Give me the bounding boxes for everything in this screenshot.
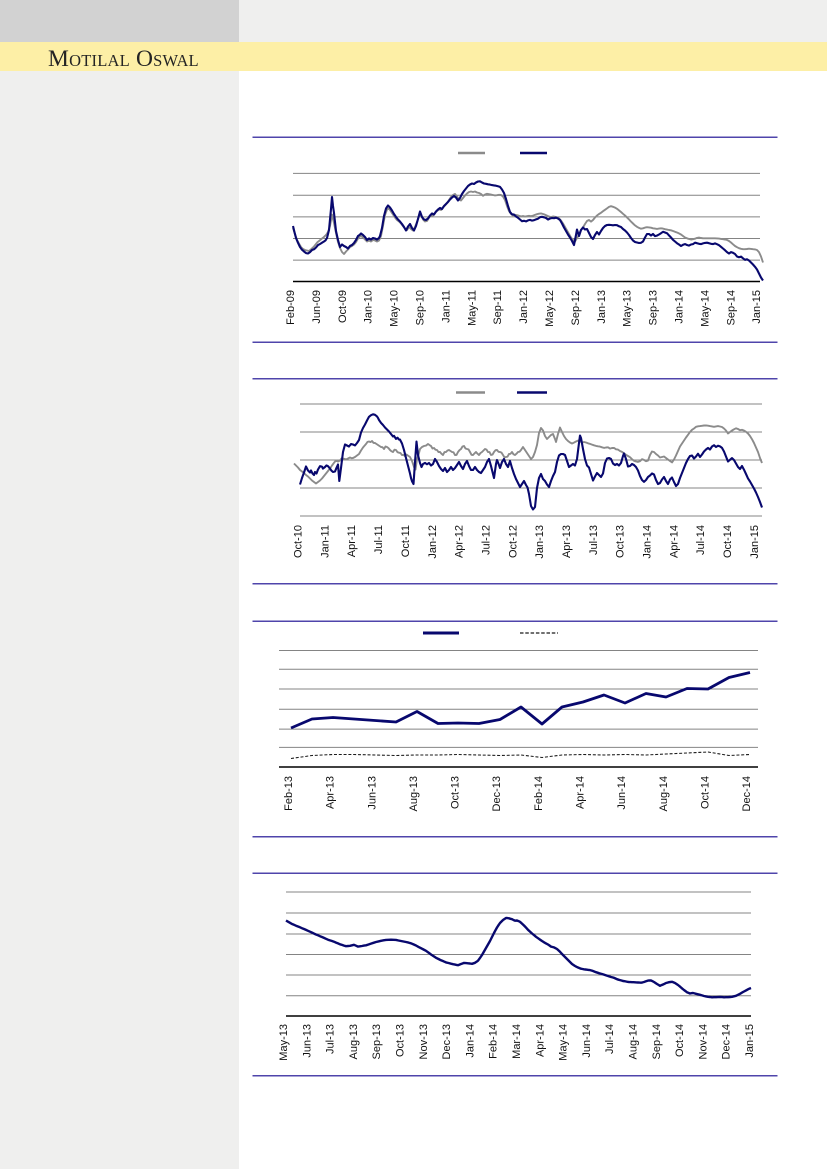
svg-text:Sep-11: Sep-11	[492, 290, 504, 325]
svg-text:Sep-14: Sep-14	[651, 1024, 663, 1059]
svg-text:Nov-14: Nov-14	[697, 1024, 709, 1059]
svg-text:Jan-14: Jan-14	[642, 525, 654, 559]
svg-text:Sep-10: Sep-10	[415, 290, 427, 325]
svg-text:Dec-13: Dec-13	[491, 776, 503, 811]
svg-text:Sep-13: Sep-13	[371, 1024, 383, 1059]
svg-text:Feb-09: Feb-09	[285, 290, 297, 325]
svg-text:Nov-13: Nov-13	[418, 1024, 430, 1059]
svg-text:Sep-13: Sep-13	[648, 290, 660, 325]
svg-text:Aug-13: Aug-13	[408, 776, 420, 811]
svg-text:Aug-14: Aug-14	[628, 1024, 640, 1059]
svg-text:Oct-14: Oct-14	[699, 776, 711, 809]
svg-text:Dec-14: Dec-14	[721, 1024, 733, 1059]
svg-text:Dec-14: Dec-14	[741, 776, 753, 811]
svg-text:Sep-12: Sep-12	[570, 290, 582, 325]
svg-text:Feb-13: Feb-13	[283, 776, 295, 811]
svg-text:Apr-14: Apr-14	[668, 525, 680, 558]
svg-text:Oct-14: Oct-14	[674, 1024, 686, 1057]
svg-text:Oct-12: Oct-12	[507, 525, 519, 558]
svg-text:Oct-13: Oct-13	[395, 1024, 407, 1057]
svg-text:Jan-14: Jan-14	[674, 290, 686, 324]
svg-text:Sep-14: Sep-14	[725, 290, 737, 325]
svg-text:May-10: May-10	[389, 290, 401, 327]
svg-text:Jan-15: Jan-15	[744, 1024, 756, 1058]
svg-text:May-12: May-12	[544, 290, 556, 327]
svg-text:Jan-13: Jan-13	[596, 290, 608, 324]
svg-text:Apr-11: Apr-11	[346, 525, 358, 557]
svg-text:Apr-14: Apr-14	[575, 776, 587, 809]
svg-text:Jun-09: Jun-09	[311, 290, 323, 324]
svg-text:Feb-14: Feb-14	[533, 776, 545, 811]
svg-text:Jul-11: Jul-11	[373, 525, 385, 554]
svg-text:May-14: May-14	[699, 290, 711, 327]
svg-text:Oct-11: Oct-11	[400, 525, 412, 557]
svg-text:Oct-13: Oct-13	[450, 776, 462, 809]
svg-text:Oct-14: Oct-14	[722, 525, 734, 558]
svg-text:Jun-13: Jun-13	[366, 776, 378, 810]
svg-text:Mar-14: Mar-14	[511, 1024, 523, 1059]
svg-text:Jan-12: Jan-12	[518, 290, 530, 324]
svg-text:MOTILAL OSWAL: MOTILAL OSWAL	[48, 46, 199, 72]
svg-text:Jul-13: Jul-13	[588, 525, 600, 555]
svg-text:Apr-13: Apr-13	[561, 525, 573, 558]
svg-text:Jul-14: Jul-14	[604, 1024, 616, 1054]
svg-text:Jan-12: Jan-12	[427, 525, 439, 559]
svg-text:Jun-13: Jun-13	[301, 1024, 313, 1058]
svg-text:Oct-09: Oct-09	[337, 290, 349, 323]
svg-text:May-13: May-13	[278, 1024, 290, 1061]
svg-text:Oct-10: Oct-10	[293, 525, 305, 558]
svg-text:Jan-11: Jan-11	[319, 525, 331, 558]
svg-text:May-14: May-14	[558, 1024, 570, 1061]
svg-text:Jul-14: Jul-14	[695, 525, 707, 555]
svg-text:Jan-11: Jan-11	[440, 290, 452, 323]
svg-text:Jan-13: Jan-13	[534, 525, 546, 559]
svg-text:Feb-14: Feb-14	[488, 1024, 500, 1059]
svg-text:May-11: May-11	[466, 290, 478, 326]
svg-text:Oct-13: Oct-13	[615, 525, 627, 558]
svg-text:Jul-12: Jul-12	[481, 525, 493, 555]
svg-text:May-13: May-13	[622, 290, 634, 327]
svg-text:Jan-14: Jan-14	[464, 1024, 476, 1058]
svg-text:Jul-13: Jul-13	[325, 1024, 337, 1054]
svg-text:Apr-14: Apr-14	[534, 1024, 546, 1057]
svg-text:Dec-13: Dec-13	[441, 1024, 453, 1059]
svg-text:Aug-14: Aug-14	[658, 776, 670, 811]
svg-text:Jun-14: Jun-14	[616, 776, 628, 810]
svg-text:Jun-14: Jun-14	[581, 1024, 593, 1058]
svg-text:Apr-12: Apr-12	[454, 525, 466, 558]
svg-text:Jan-15: Jan-15	[751, 290, 763, 324]
svg-text:Jan-15: Jan-15	[749, 525, 761, 559]
svg-text:Jan-10: Jan-10	[363, 290, 375, 324]
svg-text:Apr-13: Apr-13	[325, 776, 337, 809]
svg-text:Aug-13: Aug-13	[348, 1024, 360, 1059]
